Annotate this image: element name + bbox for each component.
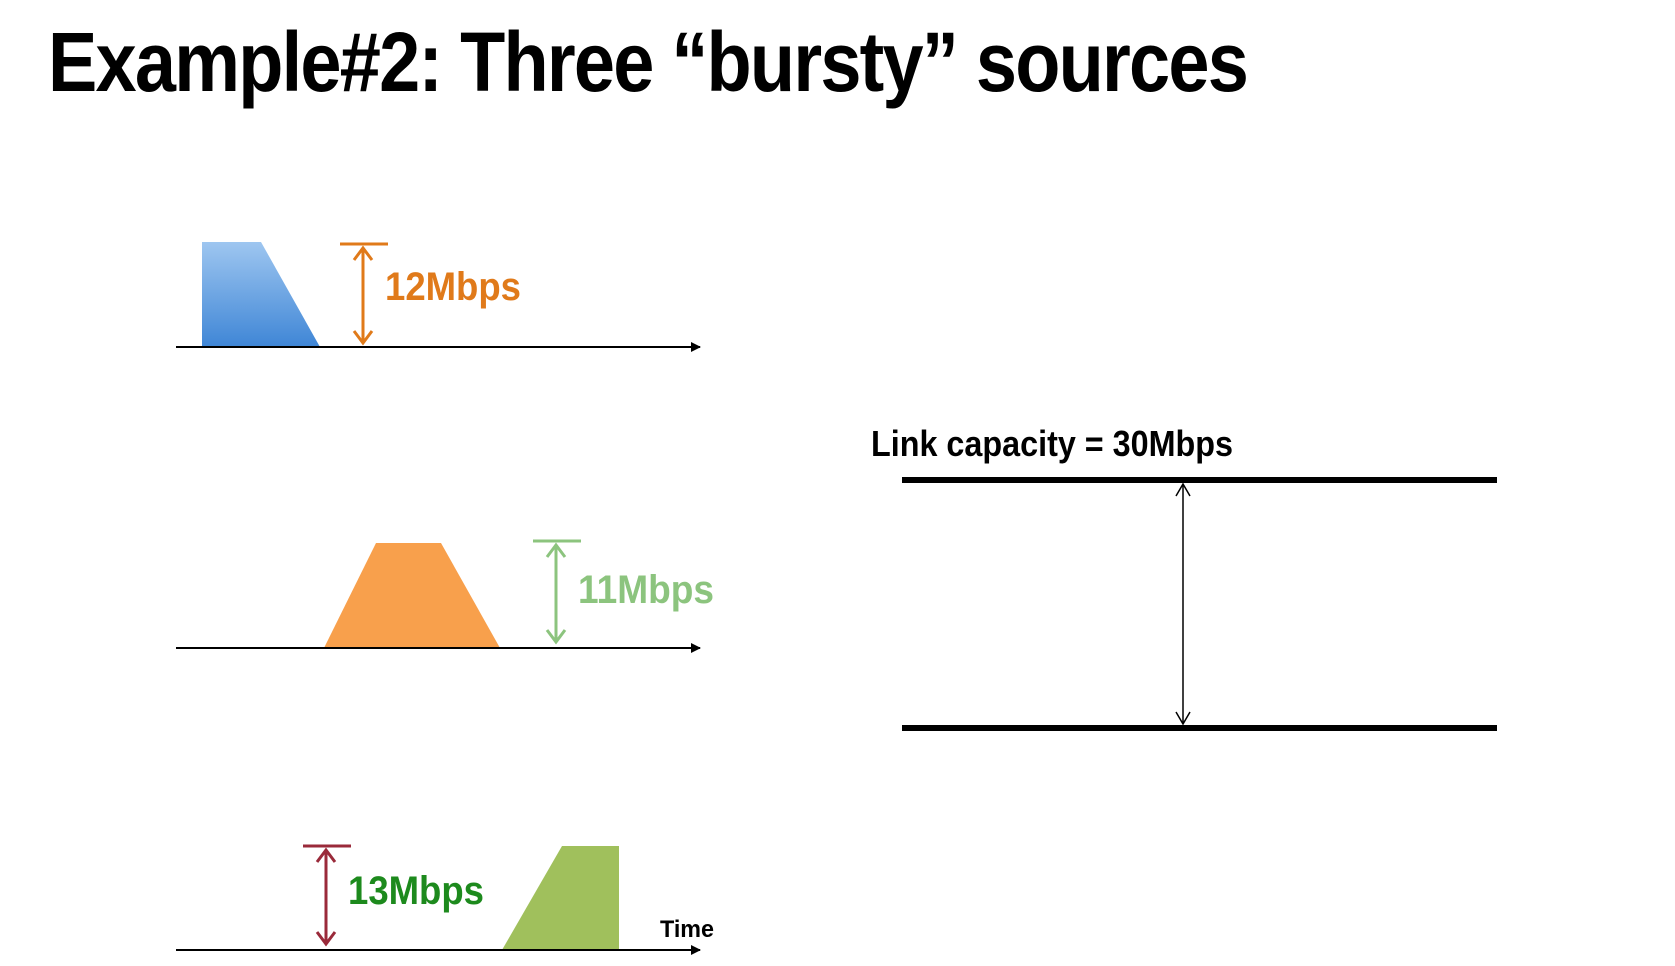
time-axis-label: Time [660,916,714,943]
source-1-rate-label: 12Mbps [385,265,521,309]
source-1-rate-arrow [340,242,388,346]
source-1: 12Mbps [176,242,701,352]
source-3-rate-label: 13Mbps [348,869,484,913]
link-capacity: Link capacity = 30Mbps [871,423,1497,731]
source-2-rate-arrow [533,539,581,645]
source-2-rate-label: 11Mbps [578,568,714,612]
source-3-burst-shape [502,846,619,950]
slide-title: Example#2: Three “bursty” sources [48,15,1249,109]
source-2: 11Mbps [176,539,714,653]
link-capacity-label: Link capacity = 30Mbps [871,423,1233,464]
link-capacity-arrow [1175,482,1191,726]
source-2-burst-shape [324,543,500,648]
source-3-rate-arrow [303,844,351,947]
source-3: 13Mbps Time [176,844,714,955]
source-1-burst-shape [202,242,320,347]
